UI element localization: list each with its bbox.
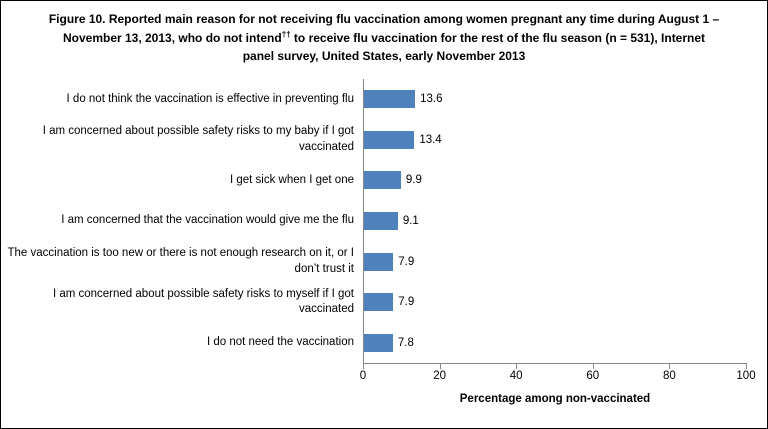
chart-rows: I do not think the vaccination is effect…	[1, 79, 757, 363]
x-axis-tick	[669, 364, 671, 369]
chart-row: The vaccination is too new or there is n…	[1, 241, 757, 282]
chart-row: I am concerned about possible safety ris…	[1, 120, 757, 161]
bar	[363, 333, 393, 352]
x-axis-line	[363, 363, 747, 364]
category-label: I do not think the vaccination is effect…	[66, 92, 354, 105]
bar-track: 7.8	[363, 322, 757, 363]
x-axis-tick-label: 100	[736, 370, 756, 382]
x-axis-tick-label: 60	[586, 370, 600, 382]
value-label: 7.9	[398, 296, 415, 309]
bar	[363, 252, 394, 271]
bar	[363, 130, 415, 149]
x-axis-tick	[439, 364, 441, 369]
chart-row: I get sick when I get one 9.9	[1, 160, 757, 201]
category-axis-line	[363, 79, 364, 363]
bar-track: 7.9	[363, 282, 757, 323]
chart-row: I am concerned that the vaccination woul…	[1, 201, 757, 242]
bar-track: 9.1	[363, 201, 757, 242]
x-axis-tick	[363, 364, 364, 369]
chart-row: I do not think the vaccination is effect…	[1, 79, 757, 120]
x-axis-tick	[592, 364, 594, 369]
bar-track: 13.6	[363, 79, 757, 120]
x-axis-tick-label: 0	[359, 370, 367, 382]
double-dagger-superscript: ††	[281, 29, 291, 39]
x-axis-tick-label: 40	[509, 370, 523, 382]
x-axis-tick	[746, 364, 747, 369]
chart-title-text-continued: to receive flu vaccination for the rest …	[242, 30, 706, 64]
category-label: I am concerned that the vaccination woul…	[61, 214, 354, 227]
x-axis-tick-label: 20	[433, 370, 446, 382]
chart-title: Figure 10. Reported main reason for not …	[46, 10, 722, 66]
chart-title-text: Figure 10. Reported main reason for not …	[48, 12, 720, 45]
value-label: 9.1	[402, 215, 419, 228]
bar-track: 7.9	[363, 241, 757, 282]
value-label: 13.6	[420, 93, 443, 106]
x-axis-title: Percentage among non-vaccinated	[459, 393, 651, 405]
bar	[363, 171, 401, 190]
chart-row: I do not need the vaccination 7.8	[1, 322, 757, 363]
category-label: I get sick when I get one	[229, 173, 354, 186]
value-label: 7.9	[398, 255, 415, 268]
value-label: 13.4	[419, 133, 442, 146]
x-axis-tick-label: 80	[662, 370, 676, 382]
x-axis-tick-labels: 0 20 40 60 80 100	[359, 370, 756, 384]
bar-track: 13.4	[363, 120, 757, 161]
bar	[363, 90, 416, 109]
category-label: I am concerned about possible safety ris…	[42, 125, 354, 153]
chart-row: I am concerned about possible safety ris…	[1, 282, 757, 323]
value-label: 7.8	[397, 336, 414, 349]
category-label: I am concerned about possible safety ris…	[52, 287, 354, 316]
x-axis-ticks	[363, 364, 747, 369]
category-label: I do not need the vaccination	[206, 336, 354, 348]
bar	[363, 212, 398, 231]
x-axis-tick	[516, 364, 518, 369]
value-label: 9.9	[405, 174, 422, 187]
category-label: The vaccination is too new or there is n…	[7, 247, 354, 275]
bar	[363, 293, 394, 312]
bar-track: 9.9	[363, 160, 757, 201]
